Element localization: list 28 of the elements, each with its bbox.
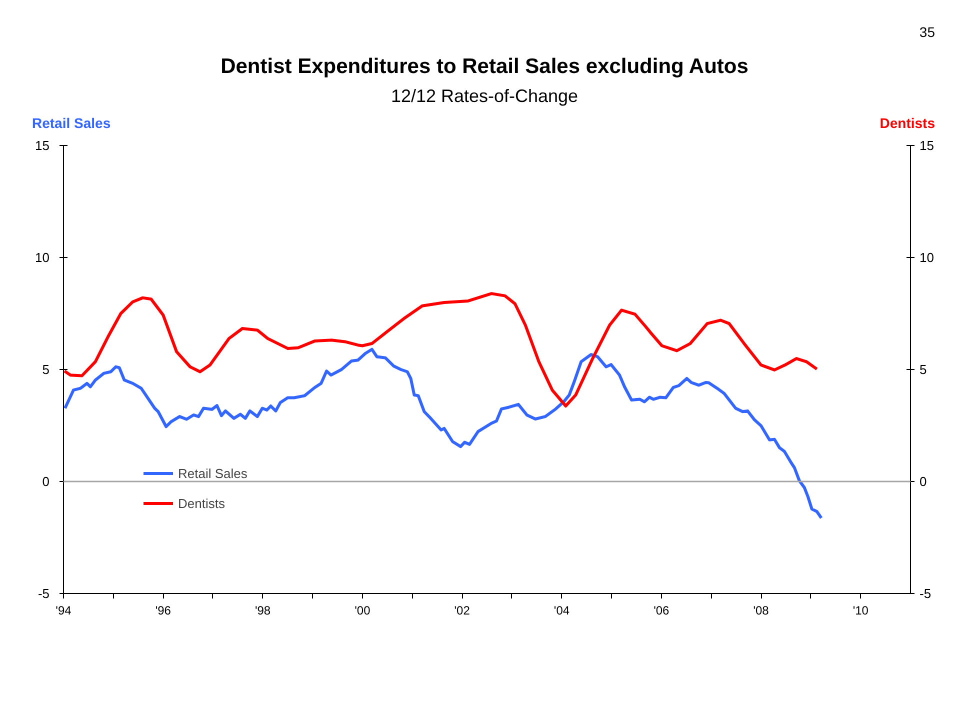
- y-tick-label: 10: [35, 250, 50, 265]
- y2-tick-label: 15: [920, 138, 934, 153]
- x-tick-label: '00: [354, 604, 371, 618]
- y-tick-label: 0: [42, 474, 50, 489]
- legend-label: Dentists: [178, 496, 225, 510]
- legend-label: Retail Sales: [178, 466, 248, 480]
- chart-subtitle: 12/12 Rates-of-Change: [390, 85, 580, 108]
- y-axis-title: Retail Sales: [32, 114, 111, 133]
- y2-tick-label: 0: [920, 474, 927, 489]
- x-tick-label: '06: [654, 604, 670, 618]
- x-tick-label: '96: [155, 604, 172, 618]
- x-tick-label: '08: [753, 604, 770, 618]
- y2-tick-label: 5: [920, 362, 927, 377]
- chart-title: Dentist Expenditures to Retail Sales excluding Autos: [220, 54, 750, 80]
- y2-tick-label: -5: [920, 586, 932, 601]
- x-tick-label: '98: [254, 604, 271, 618]
- x-tick-label: '94: [56, 604, 72, 618]
- line-series: [64, 348, 823, 520]
- x-tick-label: '10: [852, 604, 869, 618]
- line-series: [64, 292, 818, 408]
- x-tick-label: '02: [454, 604, 470, 618]
- y-tick-label: -5: [38, 586, 50, 601]
- y2-tick-label: 10: [920, 250, 934, 265]
- text: 35: [919, 23, 935, 42]
- y-tick-label: 15: [35, 138, 50, 153]
- y2-axis-title: Dentists: [880, 114, 935, 133]
- x-tick-label: '04: [554, 604, 570, 618]
- y-tick-label: 5: [42, 362, 50, 377]
